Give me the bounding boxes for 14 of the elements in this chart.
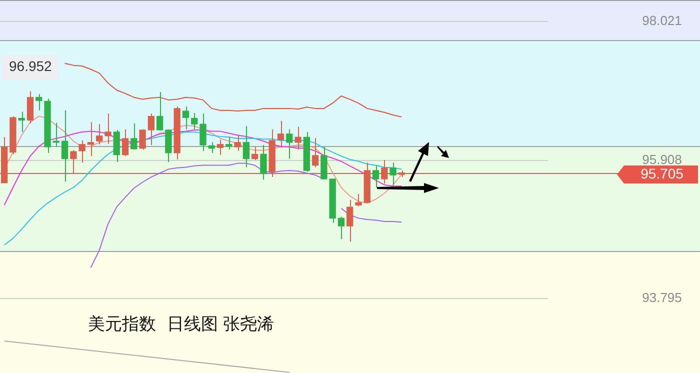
annotation: 96.952 bbox=[8, 58, 52, 74]
candlestick bbox=[355, 194, 362, 207]
candlestick bbox=[165, 128, 172, 163]
y-tick-label: 98.021 bbox=[642, 13, 682, 28]
annotation: 美元指数 日线图 张尧浠 bbox=[88, 314, 274, 334]
candlestick bbox=[44, 98, 51, 154]
candlestick bbox=[139, 128, 146, 150]
ref-line-label: 95.705 bbox=[640, 165, 684, 182]
candlestick bbox=[200, 113, 206, 152]
y-tick-label: 93.795 bbox=[642, 290, 682, 306]
candlestick bbox=[390, 162, 396, 186]
y-tick-label: 95.908 bbox=[642, 152, 682, 168]
candlestick bbox=[234, 134, 241, 152]
candlestick bbox=[70, 150, 77, 174]
